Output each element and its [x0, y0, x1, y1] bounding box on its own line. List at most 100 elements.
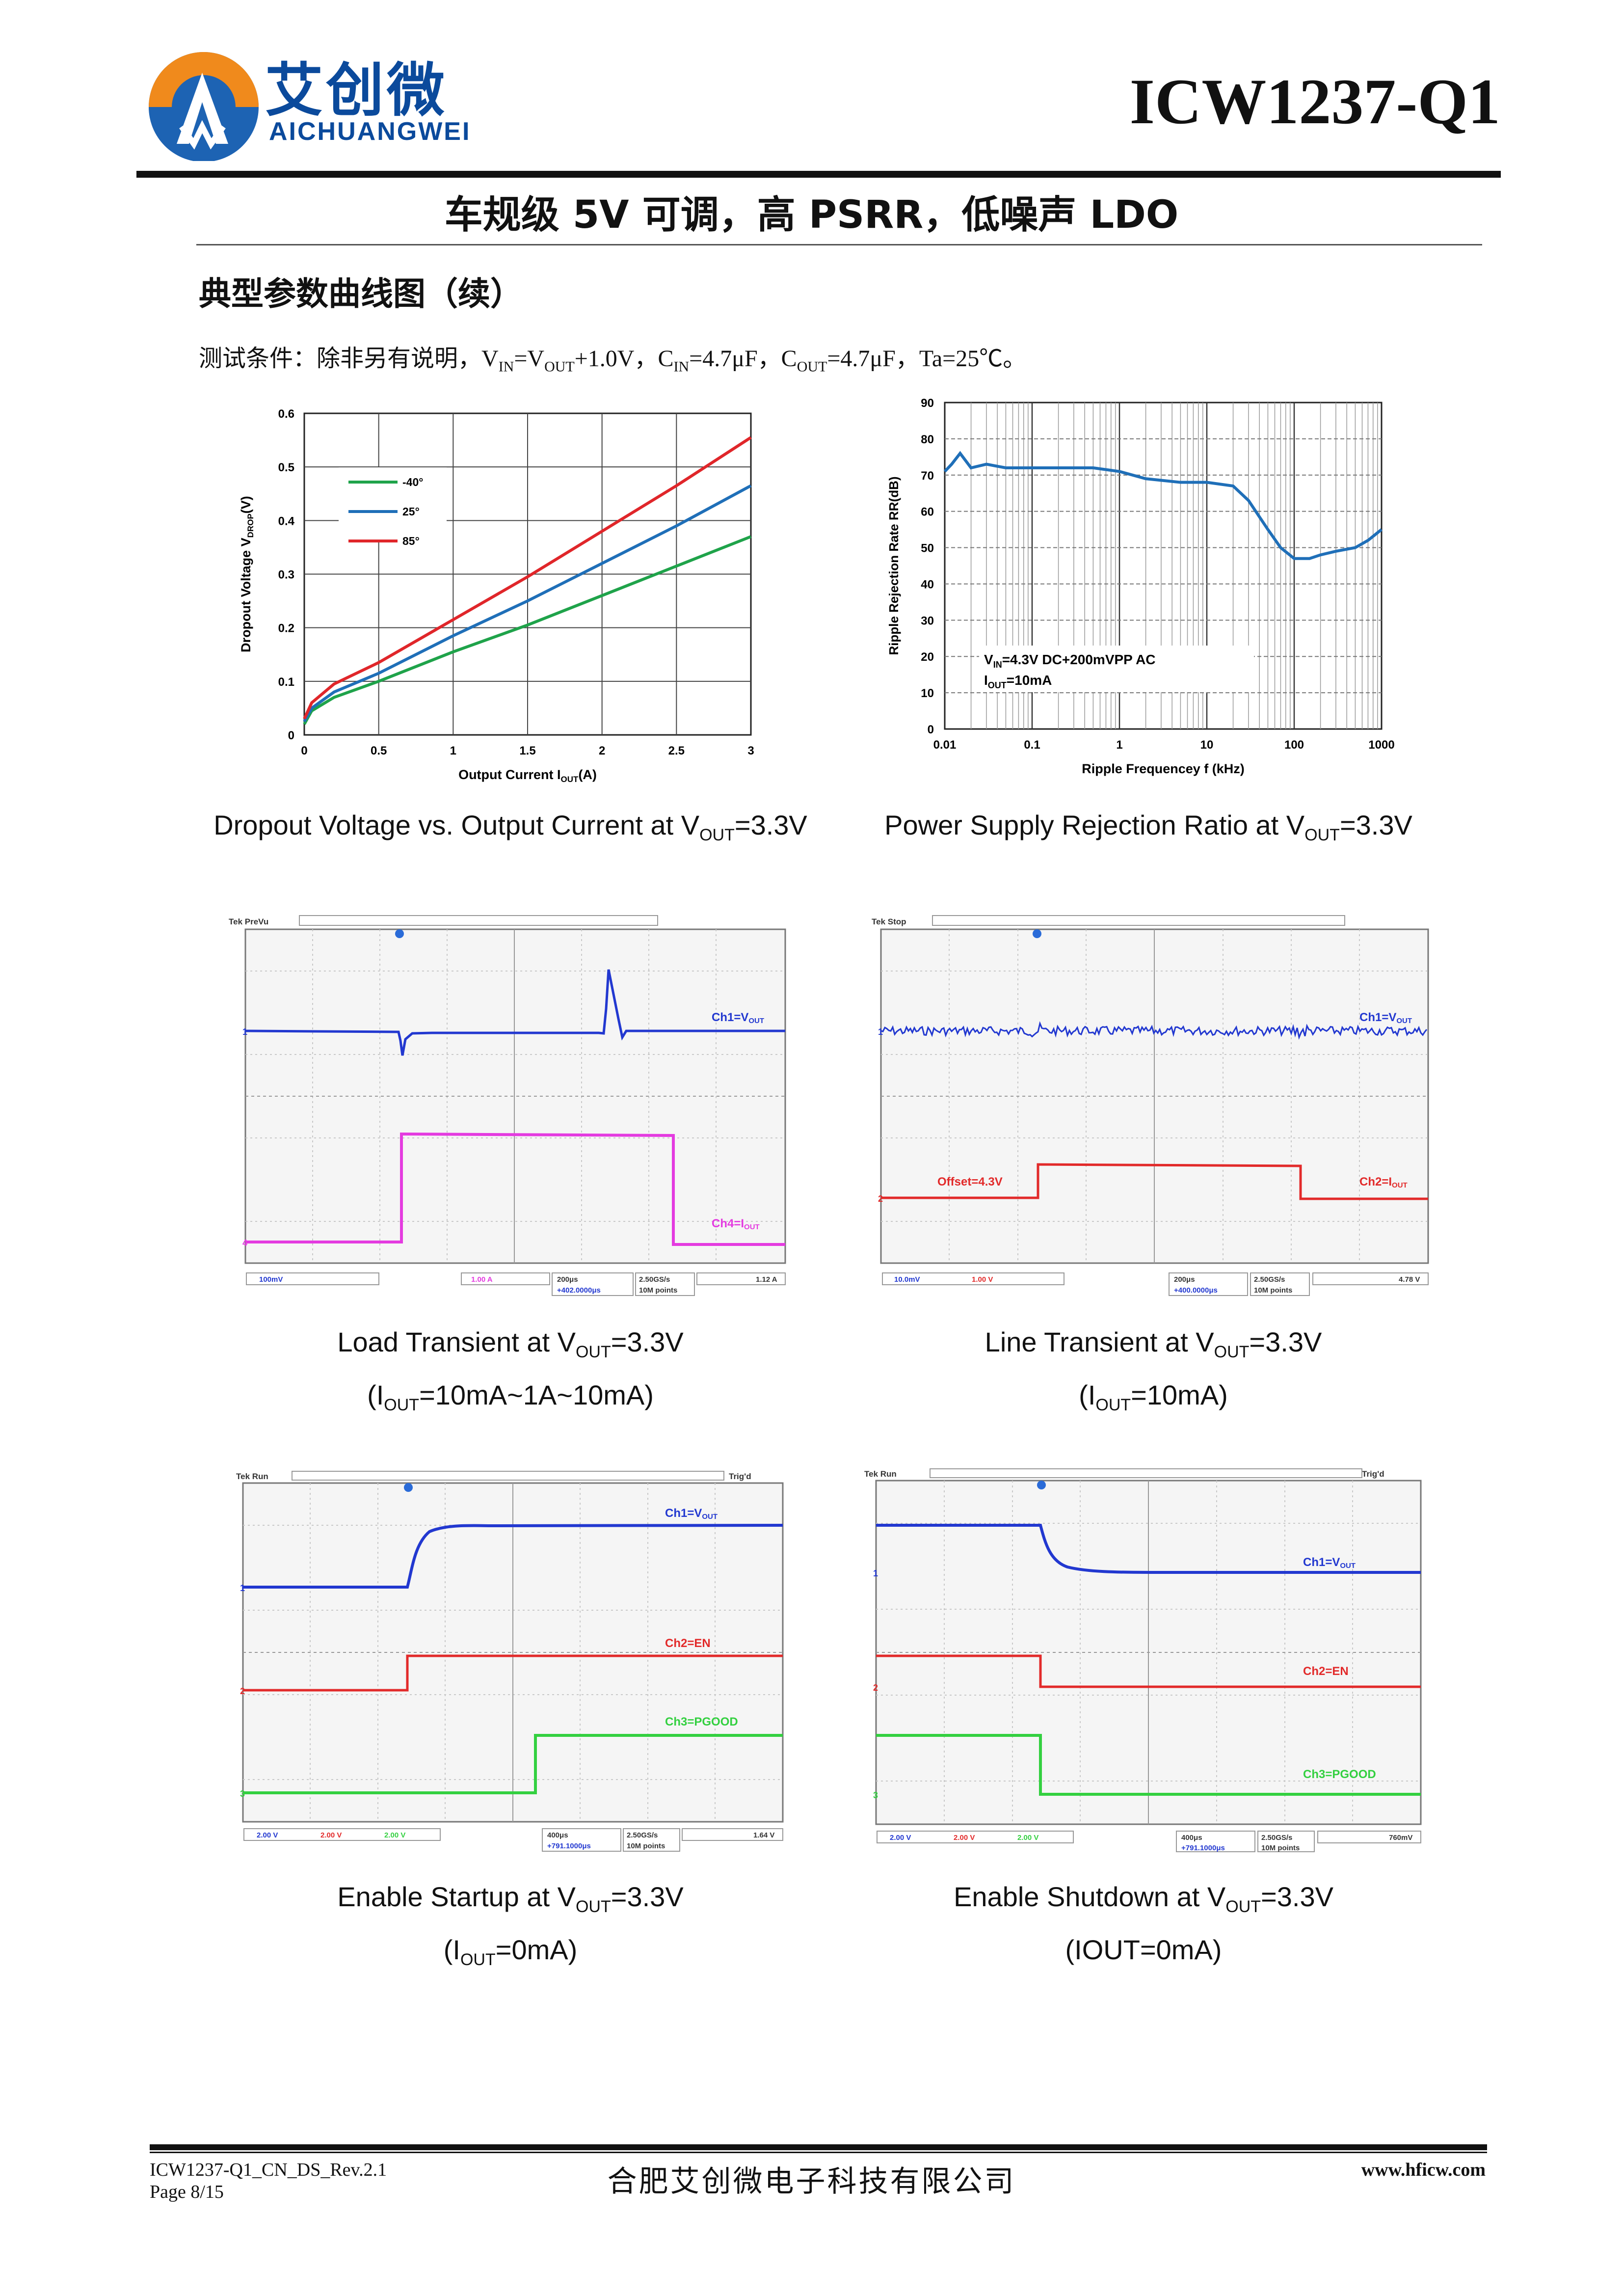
- chart2-xtick: 1000: [1368, 738, 1394, 752]
- scope3-status: Tek Run: [236, 1472, 268, 1481]
- scope3-timebase: 400μs: [547, 1831, 568, 1839]
- chart1-ylabel: Dropout Voltage VDROP(V): [239, 496, 255, 652]
- scope2-position: +400.0000μs: [1174, 1286, 1218, 1295]
- scope3-ch3-scale: 2.00 V: [384, 1831, 405, 1839]
- chart1-xtick: 0: [301, 744, 307, 757]
- chart2-xtick: 1: [1116, 738, 1122, 752]
- caption-enable-startup: Enable Startup at VOUT=3.3V (IOUT=0mA): [337, 1881, 684, 1970]
- scope2-record-length: 10M points: [1254, 1286, 1292, 1295]
- scope1-ch1-scale: 100mV: [259, 1275, 283, 1284]
- chart2-ytick: 50: [921, 542, 934, 555]
- chart1-ytick: 0.4: [278, 514, 295, 528]
- footer-rule: [150, 2144, 1487, 2150]
- svg-text:3: 3: [873, 1790, 878, 1800]
- caption-line-transient: Line Transient at VOUT=3.3V (IOUT=10mA): [984, 1326, 1322, 1415]
- footer-website[interactable]: www.hficw.com: [1361, 2160, 1486, 2180]
- chart2-ytick: 60: [921, 506, 934, 519]
- chart2-annotation-line1: VIN=4.3V DC+200mVPP AC: [984, 652, 1156, 670]
- chart1-ytick: 0.5: [278, 461, 294, 474]
- scope3-trigger-level: 1.64 V: [753, 1831, 774, 1839]
- test-conditions: 测试条件：除非另有说明，VIN=VOUT+1.0V，CIN=4.7μF，COUT…: [199, 339, 1026, 376]
- chart1-xtick: 0.5: [371, 744, 387, 757]
- chart1-ytick: 0.2: [278, 622, 294, 635]
- footer-company: 合肥艾创微电子科技有限公司: [607, 2164, 1016, 2199]
- caption-enable-shutdown: Enable Shutdown at VOUT=3.3V (IOUT=0mA): [954, 1881, 1333, 1966]
- scope3-record-length: 10M points: [627, 1842, 665, 1850]
- scope3-pgood-trace: [243, 1734, 783, 1794]
- chart1-xtick: 2.5: [668, 744, 685, 757]
- scope4-en-trace: [876, 1654, 1421, 1688]
- footer-doc-id: ICW1237-Q1_CN_DS_Rev.2.1: [150, 2160, 387, 2180]
- chart2-ytick: 70: [921, 469, 934, 483]
- scope3-en-trace: [243, 1654, 783, 1692]
- load-transient-scope: Tek PreVu 1 4 Ch1=VOUT Ch4=IOUT 100mV 1.…: [226, 911, 795, 1303]
- chart2-ytick: 10: [921, 687, 934, 700]
- subtitle-rule: [196, 244, 1482, 245]
- company-logo: 艾创微 AICHUANGWEI: [147, 43, 491, 161]
- scope3-ch3-label: Ch3=PGOOD: [665, 1715, 738, 1729]
- svg-text:1: 1: [242, 1027, 247, 1037]
- scope2-vout-trace: [880, 1021, 1428, 1040]
- scope1-ch1-label: Ch1=VOUT: [712, 1011, 764, 1025]
- scope1-position: +402.0000μs: [557, 1286, 601, 1295]
- cond-prefix: 测试条件：除非另有说明，: [199, 345, 482, 372]
- footer-page-number: Page 8/15: [150, 2182, 224, 2202]
- chart1-series-line: [303, 436, 752, 720]
- chart1-series-line: [303, 484, 752, 723]
- line-transient-scope: Tek Stop 1 2 Ch1=VOUT Offset=4.3V Ch2=IO…: [869, 911, 1438, 1303]
- chart2-xtick: 100: [1284, 738, 1304, 752]
- chart2-ytick: 0: [928, 723, 934, 736]
- scope3-ch1-label: Ch1=VOUT: [665, 1507, 718, 1521]
- scope4-ch2-scale: 2.00 V: [954, 1834, 975, 1842]
- chart2-ytick: 80: [921, 433, 934, 446]
- logo-chinese-name: 艾创微: [265, 56, 448, 124]
- scope4-ch1-label: Ch1=VOUT: [1303, 1556, 1356, 1570]
- svg-text:1: 1: [240, 1583, 245, 1593]
- scope4-ch2-label: Ch2=EN: [1303, 1665, 1349, 1678]
- chart1-legend-label: 85°: [402, 535, 420, 547]
- chart2-xtick: 0.01: [933, 738, 957, 752]
- scope3-position: +791.1000μs: [547, 1842, 591, 1850]
- scope2-timebase: 200μs: [1174, 1275, 1195, 1284]
- cond-vin: VIN=VOUT+1.0V，CIN=4.7μF，COUT=4.7μF，Ta=25…: [481, 346, 1027, 375]
- enable-startup-scope: Tek Run Trig'd 1 2 3 Ch1=VOUT Ch2=EN Ch3…: [233, 1465, 788, 1853]
- scope2-trigger-level: 4.78 V: [1399, 1275, 1420, 1284]
- svg-text:1: 1: [873, 1568, 878, 1578]
- scope1-status: Tek PreVu: [229, 917, 268, 926]
- chart2-ytick: 20: [921, 650, 934, 664]
- chart2-annotation-line2: IOUT=10mA: [984, 673, 1052, 690]
- chart1-ytick: 0.3: [278, 568, 294, 582]
- svg-text:1: 1: [878, 1027, 883, 1037]
- chart1-series-line: [303, 535, 752, 725]
- scope3-ch2-scale: 2.00 V: [320, 1831, 342, 1839]
- scope2-ch1-scale: 10.0mV: [894, 1275, 920, 1284]
- scope1-sample-rate: 2.50GS/s: [639, 1275, 670, 1284]
- chart2-xlabel: Ripple Frequencey f (kHz): [1082, 761, 1245, 776]
- scope2-offset-label: Offset=4.3V: [937, 1175, 1003, 1189]
- scope4-sample-rate: 2.50GS/s: [1261, 1834, 1292, 1842]
- scope4-ch3-label: Ch3=PGOOD: [1303, 1768, 1376, 1781]
- scope4-pgood-trace: [876, 1734, 1421, 1796]
- scope4-vout-trace: [876, 1524, 1421, 1574]
- caption-load-transient: Load Transient at VOUT=3.3V (IOUT=10mA~1…: [337, 1326, 684, 1415]
- scope2-ch2-scale: 1.00 V: [972, 1275, 993, 1284]
- chart1-xtick: 1.5: [519, 744, 535, 757]
- document-subtitle: 车规级 5V 可调，高 PSRR，低噪声 LDO: [444, 193, 1179, 237]
- header-rule: [136, 171, 1501, 178]
- scope1-ch4-label: Ch4=IOUT: [712, 1217, 760, 1231]
- chart1-ytick: 0.1: [278, 675, 294, 689]
- scope1-vout-trace: [245, 969, 785, 1056]
- section-title: 典型参数曲线图（续）: [199, 274, 523, 313]
- chart2-xtick: 0.1: [1024, 738, 1040, 752]
- chart2-ytick: 90: [921, 397, 934, 410]
- caption-psrr: Power Supply Rejection Ratio at VOUT=3.3…: [884, 810, 1412, 845]
- svg-text:4: 4: [242, 1238, 247, 1248]
- scope1-iout-trace: [245, 1132, 785, 1246]
- scope3-sample-rate: 2.50GS/s: [627, 1831, 658, 1839]
- scope1-trigger-level: 1.12 A: [756, 1275, 777, 1284]
- svg-text:2: 2: [878, 1194, 883, 1204]
- logo-mark-icon: [149, 52, 259, 161]
- chart1-xlabel: Output Current IOUT(A): [458, 767, 597, 784]
- scope4-ch1-scale: 2.00 V: [890, 1834, 911, 1842]
- scope4-record-length: 10M points: [1261, 1844, 1300, 1852]
